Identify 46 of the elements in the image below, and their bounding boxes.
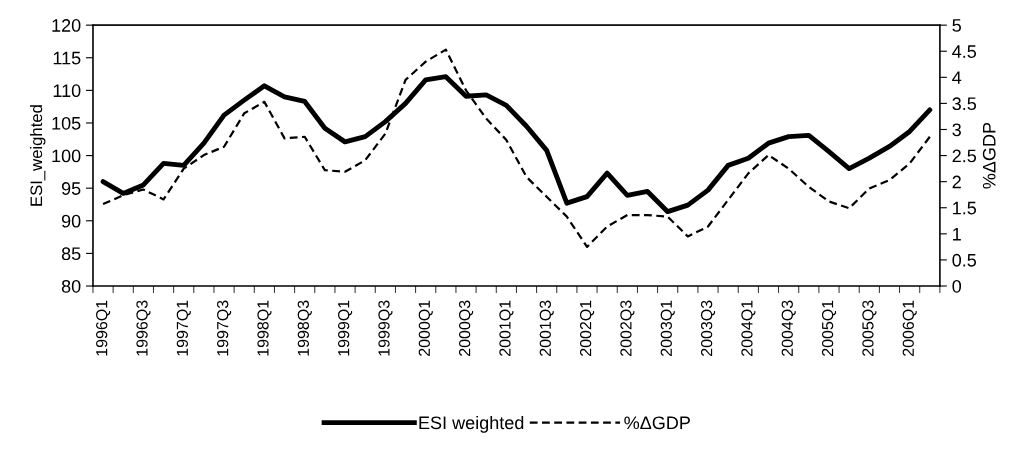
x-tick-label: 2004Q3 [781, 300, 796, 356]
x-tick-label: 1999Q3 [378, 300, 393, 356]
x-tick-label: 2001Q1 [499, 300, 514, 356]
y2-tick-label: 3.5 [952, 97, 977, 111]
y2-tick-label: 4 [952, 71, 962, 84]
x-tick-label: 1996Q1 [96, 300, 111, 356]
x-tick-label: 2002Q3 [620, 300, 635, 356]
y-tick-label: 90 [61, 214, 81, 228]
y2-axis-title: %ΔGDP [982, 122, 996, 189]
y2-tick-label: 0.5 [952, 253, 977, 267]
y-tick-label: 80 [61, 279, 81, 293]
line-series [101, 48, 931, 248]
y-tick-label: 110 [53, 84, 81, 98]
y2-tick-label: 1 [953, 227, 961, 241]
y-tick-label: 100 [52, 149, 81, 163]
y-tick-label: 120 [52, 19, 81, 32]
x-tick-label: 2004Q1 [741, 300, 756, 356]
y-tick-label: 105 [52, 116, 81, 130]
y2-tick-label: 2.5 [952, 149, 977, 163]
y2-tick-label: 3 [952, 123, 961, 137]
x-tick-label: 1996Q3 [136, 300, 151, 356]
x-tick-label: 1998Q1 [257, 300, 272, 356]
y-tick-label: 115 [53, 51, 81, 65]
x-tick-label: 2000Q1 [418, 300, 433, 356]
x-tick-label: 1997Q3 [217, 300, 232, 356]
y2-tick-label: 0 [952, 279, 962, 293]
x-tick-label: 2000Q3 [459, 300, 474, 356]
x-tick-label: 2003Q3 [700, 300, 716, 356]
y-tick-label: 95 [61, 182, 81, 195]
y2-tick-label: 4.5 [952, 45, 977, 58]
x-tick-label: 1998Q3 [297, 300, 312, 356]
y2-tick-label: 5 [952, 19, 961, 32]
x-tick-label: 2003Q1 [660, 300, 675, 356]
y2-tick-label: 1.5 [953, 201, 977, 215]
y-axis-title: ESI_weighted [29, 105, 46, 206]
x-tick-label: 2006Q1 [902, 300, 917, 356]
x-tick-label: 1999Q1 [338, 300, 353, 356]
y-tick-label: 85 [61, 247, 81, 261]
x-tick-label: 1997Q1 [176, 300, 191, 356]
legend-label: ESI weighted [419, 415, 524, 433]
x-tick-label: 2001Q3 [539, 300, 554, 356]
legend-label: %ΔGDP [624, 416, 690, 430]
y2-tick-label: 2 [952, 175, 961, 189]
x-tick-label: 2002Q1 [579, 300, 595, 356]
x-tick-label: 2005Q1 [821, 300, 837, 356]
x-tick-label: 2005Q3 [862, 300, 877, 356]
